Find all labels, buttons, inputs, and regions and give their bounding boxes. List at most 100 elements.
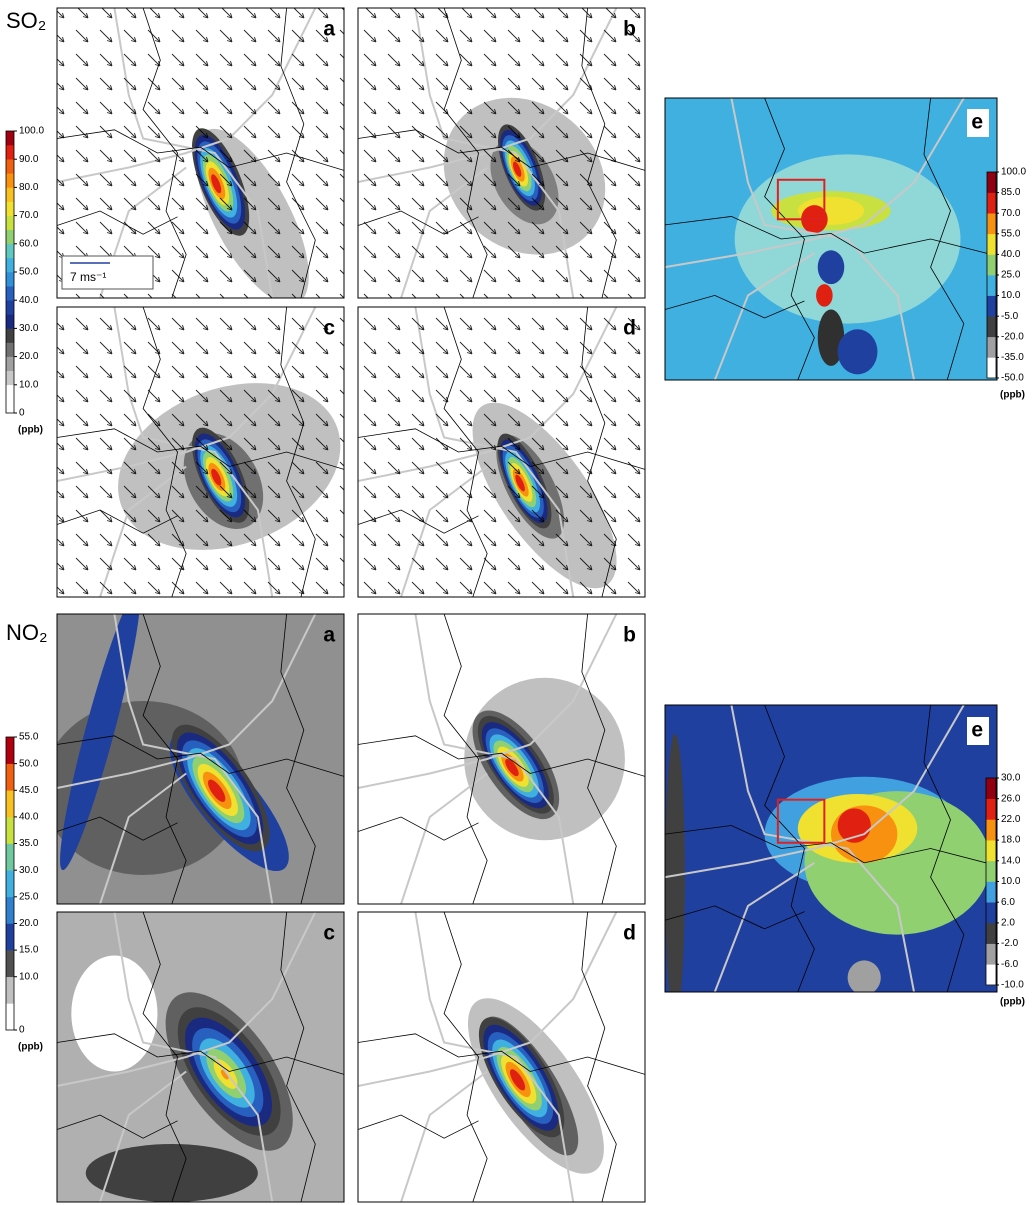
map-frame: [56, 7, 345, 299]
boundary: [280, 912, 316, 1202]
road: [57, 912, 317, 1087]
road: [400, 1070, 488, 1202]
road: [113, 614, 274, 904]
colorbar-tick-label: 70.0: [19, 210, 39, 221]
colorbar-segment: [6, 398, 14, 414]
colorbar-unit: (ppb): [18, 425, 43, 436]
colorbar-tick-label: 50.0: [19, 758, 39, 769]
colorbar-segment: [987, 295, 996, 317]
colorbar-tick-label: 40.0: [1001, 249, 1021, 260]
panel-label: a: [323, 18, 335, 41]
colorbar-segment: [986, 943, 996, 965]
colorbar-segment: [6, 272, 14, 287]
colorbar-tick-label: 15.0: [19, 945, 39, 956]
colorbar-tick-label: 20.0: [19, 918, 39, 929]
colorbar-tick-label: 30.0: [19, 323, 39, 334]
panel-label: b: [623, 624, 636, 647]
boundary: [923, 705, 965, 992]
colorbar-tick-label: 80.0: [19, 182, 39, 193]
colorbar-segment: [986, 778, 996, 799]
colorbar-segment: [6, 257, 14, 273]
colorbar-tick-label: 14.0: [1001, 855, 1021, 866]
colorbar-segment: [987, 172, 996, 193]
map-frame: [357, 911, 646, 1203]
map-field: [71, 955, 158, 1072]
boundary: [665, 825, 997, 867]
panel-label: e: [971, 111, 983, 134]
colorbar-segment: [986, 902, 996, 924]
colorbar-segment: [6, 370, 14, 386]
colorbar-tick-label: 0: [19, 408, 25, 419]
colorbar-tick-label: 22.0: [1001, 814, 1021, 825]
colorbar-segment: [986, 798, 996, 820]
panel-label: d: [623, 922, 636, 945]
colorbar-tick-label: -10.0: [1001, 980, 1024, 991]
no2-heading: NO₂: [6, 620, 48, 645]
colorbar-unit: (ppb): [1000, 997, 1025, 1008]
boundary: [57, 816, 178, 841]
boundary: [581, 614, 617, 904]
colorbar-tick-label: -20.0: [1001, 331, 1024, 342]
so2-heading: SO₂: [6, 8, 46, 33]
colorbar-segment: [6, 145, 14, 160]
map-frame: [664, 704, 998, 993]
colorbar-segment: [6, 923, 14, 951]
colorbar-tick-label: 60.0: [19, 238, 39, 249]
colorbar-segment: [6, 328, 14, 343]
boundary: [923, 98, 965, 380]
boundary: [142, 614, 187, 904]
colorbar-segment: [6, 950, 14, 978]
road: [400, 772, 488, 904]
map-frame: [664, 97, 998, 381]
colorbar-segment: [6, 1003, 14, 1031]
boundary: [764, 705, 815, 992]
road: [730, 98, 915, 380]
map-field: [60, 614, 141, 871]
map: [57, 307, 344, 597]
colorbar-tick-label: 0: [19, 1025, 25, 1036]
road: [358, 614, 618, 789]
colorbar-tick-label: 100.0: [1001, 167, 1026, 178]
colorbar-tick-label: 40.0: [19, 295, 39, 306]
colorbar-tick-label: 70.0: [1001, 208, 1021, 219]
panel-label: c: [323, 317, 335, 340]
colorbar-segment: [987, 336, 996, 358]
map: [358, 8, 645, 298]
panel-label: c: [323, 922, 335, 945]
colorbar-segment: [986, 881, 996, 903]
region-box: [776, 178, 826, 221]
colorbar-segment: [987, 254, 996, 276]
wind-vectors: [358, 8, 645, 298]
map-field: [85, 1144, 258, 1202]
map: [358, 614, 645, 904]
map-frame: [357, 7, 646, 299]
colorbar-tick-label: 2.0: [1001, 918, 1015, 929]
boundary: [358, 735, 645, 777]
colorbar-tick-label: 10.0: [1001, 876, 1021, 887]
map-field: [816, 284, 833, 307]
colorbar-segment: [986, 840, 996, 862]
boundary: [443, 912, 488, 1202]
colorbar-tick-label: 18.0: [1001, 835, 1021, 846]
colorbar-segment: [986, 819, 996, 841]
road: [414, 912, 575, 1202]
boundary: [358, 816, 479, 841]
boundary: [358, 1033, 645, 1075]
map-frame: [56, 306, 345, 598]
colorbar-tick-label: 30.0: [1001, 773, 1021, 784]
map-field: [817, 250, 845, 285]
map: [57, 912, 344, 1202]
panel-label-box: [967, 717, 989, 745]
colorbar-segment: [6, 790, 14, 818]
wind-scale-box: [61, 255, 154, 290]
boundary: [581, 912, 617, 1202]
boundary: [665, 216, 997, 257]
map: [57, 614, 344, 904]
colorbar-tick-label: 10.0: [19, 379, 39, 390]
boundary: [142, 912, 187, 1202]
road: [113, 912, 274, 1202]
colorbar-segment: [987, 357, 996, 379]
colorbar-tick-label: 26.0: [1001, 793, 1021, 804]
colorbar-segment: [6, 763, 14, 791]
